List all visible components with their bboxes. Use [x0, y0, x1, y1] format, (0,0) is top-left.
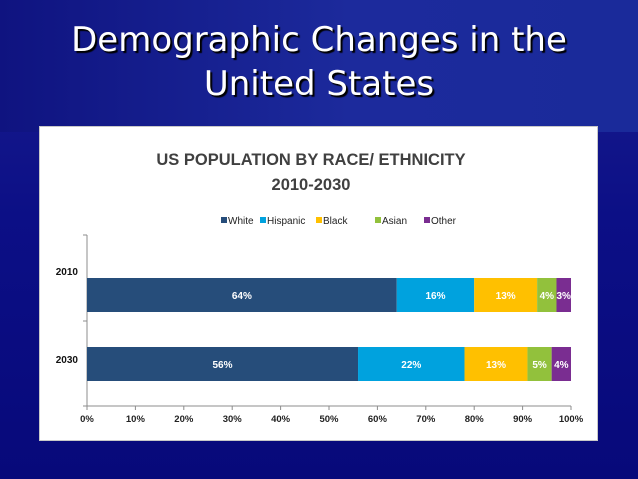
- bar-asian-2030: [527, 347, 552, 381]
- chart-bars: 64% 16% 13% 4% 3%56% 22% 13% 5% 4%: [87, 278, 571, 381]
- bar-black-2030: [464, 347, 528, 381]
- x-tick-label: 70%: [416, 414, 436, 425]
- legend-label-black: Black: [323, 216, 348, 227]
- bar-other-2030: [551, 347, 571, 381]
- x-tick-label: 40%: [271, 414, 291, 425]
- category-label: 2030: [56, 355, 79, 366]
- data-label-hispanic-2030: 22%: [401, 360, 421, 371]
- x-tick-label: 20%: [174, 414, 194, 425]
- data-label-other-2010: 3%: [557, 291, 572, 302]
- data-label-asian-2010: 4%: [540, 291, 555, 302]
- slide-title-line-1: Demographic Changes in the: [71, 20, 567, 60]
- x-tick-label: 100%: [559, 414, 584, 425]
- legend-label-hispanic: Hispanic: [267, 216, 305, 227]
- legend-label-asian: Asian: [382, 216, 407, 227]
- slide-title: Demographic Changes in the United States: [0, 18, 638, 106]
- x-tick-label: 30%: [223, 414, 243, 425]
- legend-swatch-asian: [375, 217, 381, 223]
- x-tick-label: 90%: [513, 414, 533, 425]
- bar-hispanic-2030: [358, 347, 465, 381]
- x-tick-label: 80%: [465, 414, 485, 425]
- x-tick-label: 10%: [126, 414, 146, 425]
- data-label-black-2010: 13%: [496, 291, 516, 302]
- category-label: 2010: [56, 267, 79, 278]
- data-label-black-2030: 13%: [486, 360, 506, 371]
- bar-white-2030: [87, 347, 359, 381]
- slide-title-line-2: United States: [203, 64, 435, 104]
- data-label-other-2030: 4%: [554, 360, 569, 371]
- bar-asian-2010: [537, 278, 557, 312]
- chart-panel: US POPULATION BY RACE/ ETHNICITY 2010-20…: [39, 126, 598, 441]
- data-label-white-2030: 56%: [213, 360, 233, 371]
- data-label-white-2010: 64%: [232, 291, 252, 302]
- stacked-bar-chart: US POPULATION BY RACE/ ETHNICITY 2010-20…: [56, 151, 584, 425]
- title-band: [0, 0, 638, 132]
- chart-axes: 0% 10% 20% 30% 40% 50% 60% 70% 80% 90% 100% 2010 203…: [56, 234, 584, 425]
- x-tick-label: 0%: [80, 414, 94, 425]
- legend-swatch-hispanic: [260, 217, 266, 223]
- data-label-asian-2030: 5%: [532, 360, 547, 371]
- chart-title-line-1: US POPULATION BY RACE/ ETHNICITY: [156, 151, 465, 169]
- legend-label-white: White: [228, 216, 254, 227]
- legend-label-other: Other: [431, 216, 457, 227]
- bar-hispanic-2010: [396, 278, 475, 312]
- chart-legend: White Hispanic Black Asian Other: [221, 216, 457, 227]
- bar-black-2010: [474, 278, 538, 312]
- x-tick-label: 50%: [319, 414, 339, 425]
- bar-white-2010: [87, 278, 397, 312]
- data-label-hispanic-2010: 16%: [425, 291, 445, 302]
- legend-swatch-other: [424, 217, 430, 223]
- chart-title-line-2: 2010-2030: [272, 176, 351, 194]
- bar-other-2010: [556, 278, 571, 312]
- legend-swatch-white: [221, 217, 227, 223]
- x-tick-label: 60%: [368, 414, 388, 425]
- legend-swatch-black: [316, 217, 322, 223]
